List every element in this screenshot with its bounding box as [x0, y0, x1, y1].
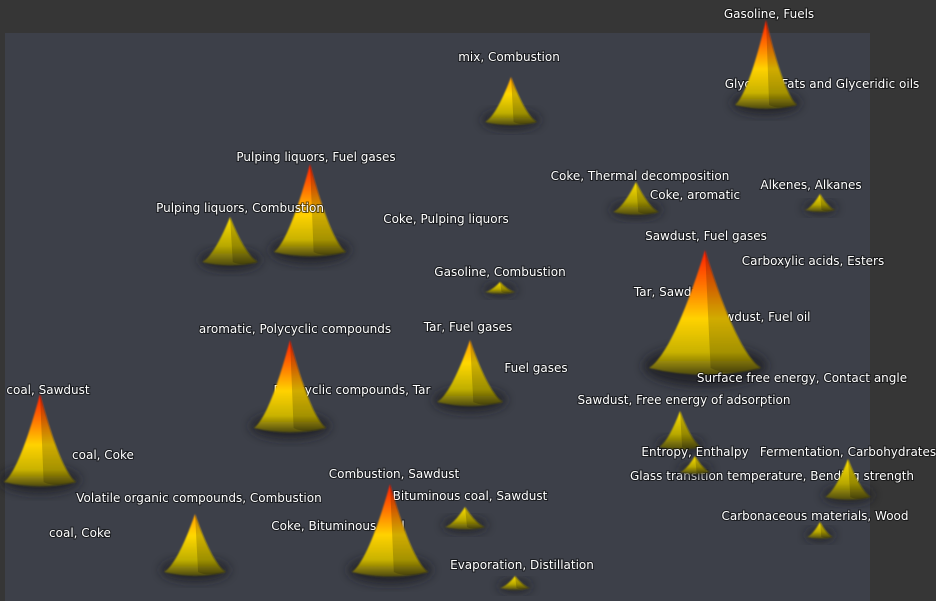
- peak-label: coal, Coke: [49, 526, 111, 540]
- peaks: [0, 20, 874, 592]
- peak-shade: [40, 394, 76, 485]
- peak: [485, 282, 515, 294]
- peak-label: Sawdust, Fuel oil: [710, 310, 811, 324]
- peak-shade: [195, 514, 226, 575]
- peak-shade: [511, 77, 537, 125]
- peak-label: Pulping liquors, Fuel gases: [236, 150, 395, 164]
- peak-shade: [390, 484, 428, 576]
- peak-shade: [766, 20, 797, 108]
- peak-label: mix, Combustion: [458, 50, 560, 64]
- peak-label: aromatic, Polycyclic compounds: [199, 322, 391, 336]
- peak: [649, 250, 761, 375]
- peak-label: Coke, Bituminous coal: [271, 519, 404, 533]
- peak-label: Combustion, Sawdust: [329, 467, 460, 481]
- peak: [4, 394, 76, 487]
- labels: Gasoline, Fuels mix, Combustion Pulping li…: [5, 6, 936, 573]
- peak-shade: [680, 411, 701, 449]
- peak: [164, 514, 226, 576]
- peak-label: Coke, Pulping liquors: [383, 212, 509, 226]
- peak-label: Pulping liquors, Combustion: [156, 201, 324, 215]
- peak: [437, 340, 503, 406]
- peak-shade: [820, 522, 833, 539]
- peak-shade: [515, 576, 530, 590]
- peak: [352, 484, 428, 577]
- peak-label: Carboxylic acids, Esters: [742, 254, 884, 268]
- peak-shade: [465, 507, 485, 529]
- peak: [485, 77, 537, 126]
- peak-label: Alkenes, Alkanes: [760, 178, 861, 192]
- occluded-labels: Glycerol, Fats and Glyceridic oilsCoke, …: [71, 76, 920, 534]
- peak: [807, 522, 833, 539]
- peak-shade: [500, 282, 515, 294]
- peak: [500, 576, 530, 590]
- peak-label: coal, Coke: [72, 448, 134, 462]
- peak-label: Carbonaceous materials, Wood: [721, 509, 908, 523]
- peak: [445, 507, 485, 530]
- peak-label: Polycyclic compounds, Tar: [274, 383, 431, 397]
- peak-shade: [848, 459, 871, 499]
- peak-shade: [470, 340, 503, 405]
- peak-label: Tar, Fuel gases: [423, 320, 513, 334]
- peak-label: Entropy, Enthalpy: [641, 445, 748, 459]
- peak-label: Sawdust, Free energy of adsorption: [578, 393, 791, 407]
- peak-label: Sawdust, Fuel gases: [645, 229, 767, 243]
- peak-shade: [310, 164, 346, 255]
- peak: [202, 217, 258, 266]
- peak-label: Gasoline, Fuels: [724, 7, 814, 21]
- peak: [613, 182, 659, 215]
- peak-label: Bituminous coal, Sawdust: [393, 489, 548, 503]
- peak-shade: [695, 456, 710, 474]
- peak-label: coal, Sawdust: [6, 383, 90, 397]
- peak-shade: [636, 182, 659, 214]
- peak-label: Gasoline, Combustion: [434, 265, 565, 279]
- peak-label: Volatile organic compounds, Combustion: [76, 491, 321, 505]
- peak-label: Coke, aromatic: [650, 188, 740, 202]
- peak-label: Evaporation, Distillation: [450, 558, 594, 572]
- peak: [274, 164, 346, 257]
- peak-shade: [705, 250, 761, 373]
- peak-shade: [820, 194, 835, 212]
- peak: [680, 456, 710, 474]
- peak-label: Coke, Thermal decomposition: [551, 169, 730, 183]
- peak-label: Fuel gases: [504, 361, 567, 375]
- peak: [735, 20, 797, 109]
- peak-shade: [230, 217, 258, 265]
- peak-label: Fermentation, Carbohydrates: [760, 445, 936, 459]
- peak-label: Glass transition temperature, Bending st…: [630, 469, 914, 483]
- peak: [659, 411, 701, 450]
- peak-label: Surface free energy, Contact angle: [697, 371, 907, 385]
- peak-shade: [290, 340, 326, 431]
- peak: [254, 340, 326, 433]
- peak: [805, 194, 835, 212]
- peak: [825, 459, 871, 500]
